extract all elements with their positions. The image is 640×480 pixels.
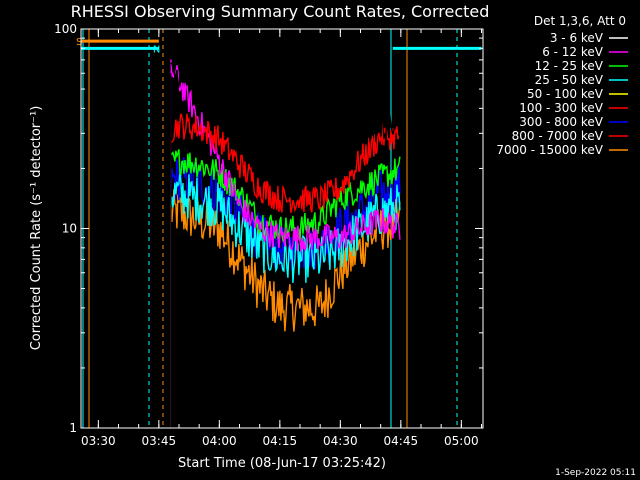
flag-label: S — [76, 37, 82, 48]
legend-entry-label: 6 - 12 keV — [542, 45, 604, 59]
chart-title: RHESSI Observing Summary Count Rates, Co… — [71, 2, 490, 21]
axes: 03:30 03:45 04:00 04:15 04:30 04:45 05:00 1 10 10… — [54, 22, 483, 448]
legend-entry-label: 300 - 800 keV — [519, 115, 603, 129]
x-tick-label: 04:30 — [323, 434, 358, 448]
x-tick-label: 04:15 — [263, 434, 298, 448]
x-tick-label: 04:00 — [202, 434, 237, 448]
y-tick-label: 1 — [69, 421, 77, 435]
legend-entry-label: 50 - 100 keV — [527, 87, 604, 101]
legend-entry-label: 12 - 25 keV — [535, 59, 604, 73]
flag-label: N — [153, 44, 160, 55]
series-trace — [170, 113, 401, 214]
plot-data: SN — [76, 29, 482, 428]
legend-entry-label: 100 - 300 keV — [519, 101, 603, 115]
y-tick-label: 100 — [54, 22, 77, 36]
series-trace — [170, 61, 401, 149]
x-axis-label: Start Time (08-Jun-17 03:25:42) — [178, 456, 386, 471]
x-tick-label: 03:30 — [81, 434, 116, 448]
legend-entry-label: 3 - 6 keV — [550, 31, 604, 45]
x-tick-label: 05:00 — [444, 434, 479, 448]
legend-entry-label: 800 - 7000 keV — [512, 129, 604, 143]
legend-entry-label: 25 - 50 keV — [535, 73, 604, 87]
x-tick-label: 04:45 — [384, 434, 419, 448]
x-tick-label: 03:45 — [142, 434, 177, 448]
y-axis-label: Corrected Count Rate (s⁻¹ detector⁻¹) — [29, 106, 44, 351]
legend-title: Det 1,3,6, Att 0 — [534, 14, 626, 28]
footer-timestamp: 1-Sep-2022 05:11 — [555, 468, 636, 478]
series-trace — [170, 149, 401, 244]
legend-entry-label: 7000 - 15000 keV — [496, 143, 603, 157]
y-tick-label: 10 — [62, 222, 77, 236]
